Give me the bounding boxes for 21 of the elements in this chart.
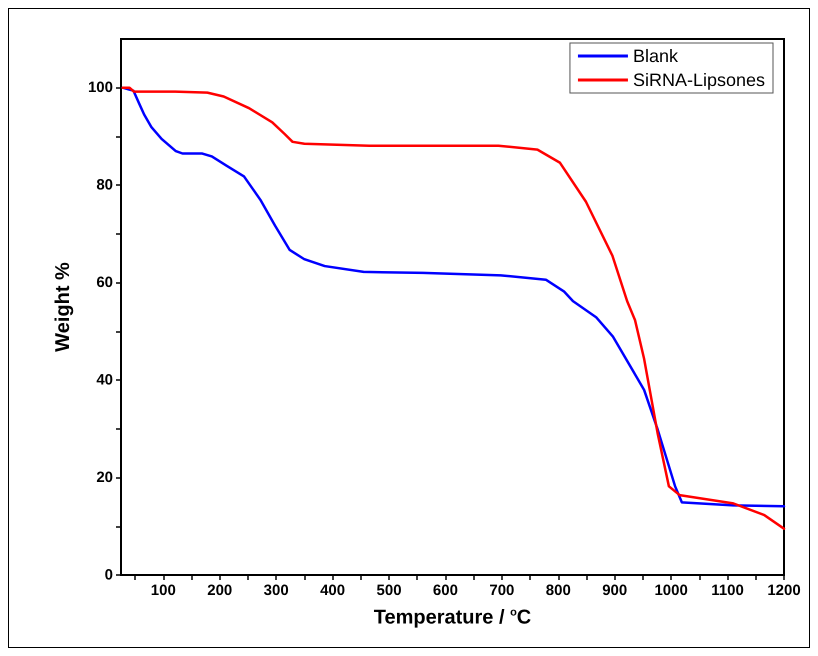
x-tick-label: 1000 xyxy=(654,582,688,599)
y-tick-label: 40 xyxy=(96,372,113,389)
legend-label: Blank xyxy=(632,46,679,66)
y-tick-label: 100 xyxy=(88,79,113,96)
x-tick-label: 300 xyxy=(264,582,289,599)
x-tick-label: 900 xyxy=(602,582,628,599)
y-tick-label: 80 xyxy=(96,176,113,194)
x-tick-label: 600 xyxy=(432,582,458,599)
x-tick-label: 400 xyxy=(320,582,346,599)
x-tick-label: 700 xyxy=(489,582,514,599)
y-axis-title: Weight % xyxy=(52,262,74,352)
x-tick-label: 1100 xyxy=(711,582,744,599)
x-tick-label: 800 xyxy=(546,582,571,599)
x-tick-label: 1200 xyxy=(767,582,801,599)
legend-label: SiRNA-Lipsones xyxy=(632,70,766,90)
x-tick-label: 200 xyxy=(207,582,232,599)
y-tick-label: 0 xyxy=(104,566,113,584)
x-tick-label: 100 xyxy=(150,582,176,599)
y-tick-label: 20 xyxy=(96,469,113,486)
y-tick-label: 60 xyxy=(96,274,113,292)
x-tick-label: 500 xyxy=(376,582,402,599)
